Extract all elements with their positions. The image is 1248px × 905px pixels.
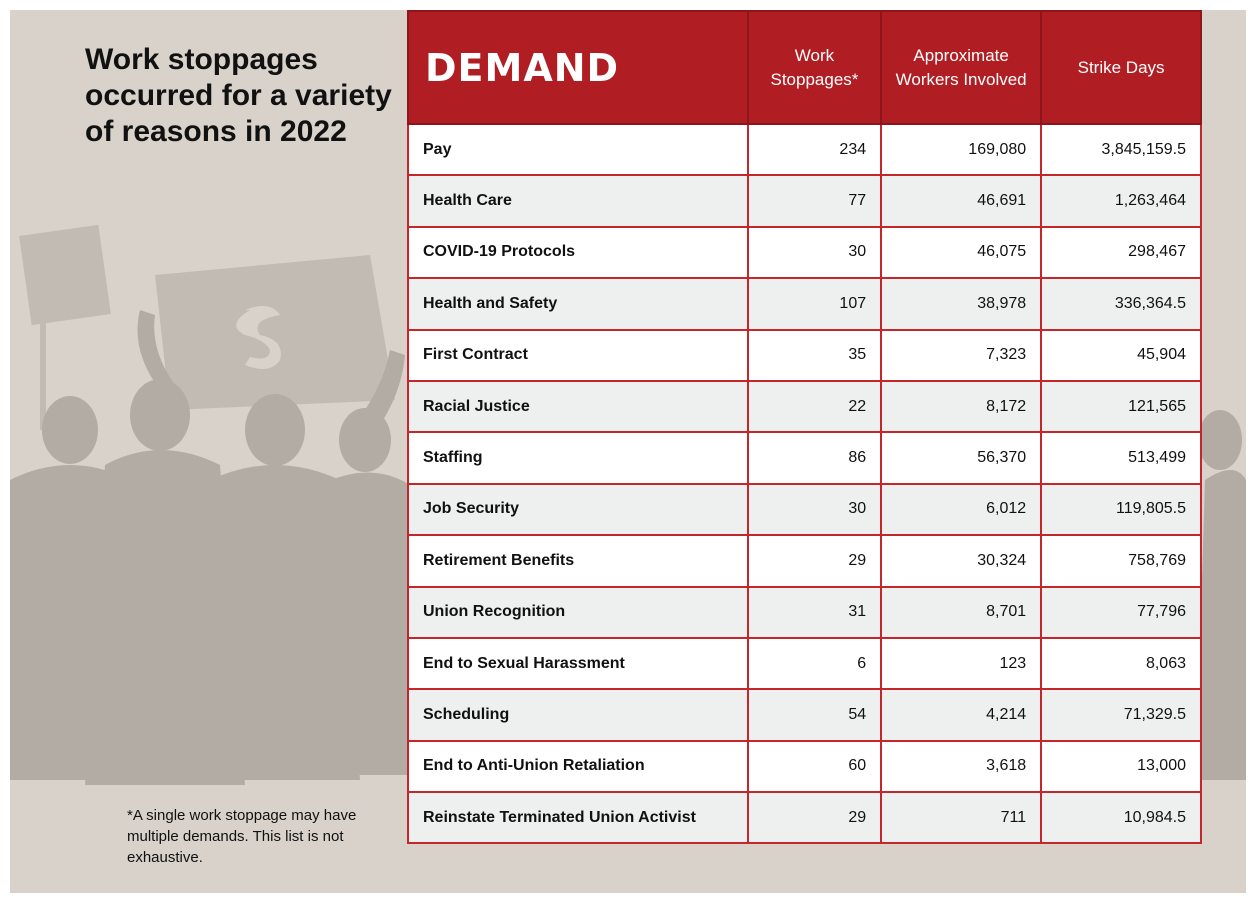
value-cell: 60 bbox=[746, 739, 883, 794]
demand-cell: Health Care bbox=[407, 174, 749, 228]
header-cell: Approximate Workers Involved bbox=[880, 10, 1043, 125]
value-cell: 30 bbox=[746, 225, 883, 280]
value-cell: 6,012 bbox=[880, 482, 1043, 537]
demand-cell: Staffing bbox=[407, 431, 749, 485]
value-cell: 4,214 bbox=[880, 688, 1043, 742]
demand-cell: Reinstate Terminated Union Activist bbox=[407, 791, 749, 845]
value-cell: 121,565 bbox=[1040, 379, 1202, 434]
value-cell: 1,263,464 bbox=[1040, 174, 1202, 228]
value-cell: 234 bbox=[746, 122, 883, 177]
value-cell: 8,063 bbox=[1040, 636, 1202, 691]
value-cell: 38,978 bbox=[880, 277, 1043, 331]
table-row: Staffing 86 56,370 513,499 bbox=[407, 431, 1202, 485]
value-cell: 29 bbox=[746, 791, 883, 845]
value-cell: 3,618 bbox=[880, 739, 1043, 794]
value-cell: 30,324 bbox=[880, 534, 1043, 588]
table-row: COVID-19 Protocols 30 46,075 298,467 bbox=[407, 225, 1202, 280]
value-cell: 30 bbox=[746, 482, 883, 537]
value-cell: 123 bbox=[880, 636, 1043, 691]
value-cell: 758,769 bbox=[1040, 534, 1202, 588]
table-row: Scheduling 54 4,214 71,329.5 bbox=[407, 688, 1202, 742]
demand-cell: First Contract bbox=[407, 328, 749, 382]
value-cell: 29 bbox=[746, 534, 883, 588]
value-cell: 336,364.5 bbox=[1040, 277, 1202, 331]
demand-cell: Health and Safety bbox=[407, 277, 749, 331]
value-cell: 35 bbox=[746, 328, 883, 382]
value-cell: 77,796 bbox=[1040, 585, 1202, 639]
table-row: Union Recognition 31 8,701 77,796 bbox=[407, 585, 1202, 639]
demand-cell: End to Anti-Union Retaliation bbox=[407, 739, 749, 794]
table-row: Health and Safety 107 38,978 336,364.5 bbox=[407, 277, 1202, 331]
demand-cell: Retirement Benefits bbox=[407, 534, 749, 588]
table-body: Pay 234 169,080 3,845,159.5 Health Care 77 46,… bbox=[407, 122, 1202, 845]
demand-cell: Job Security bbox=[407, 482, 749, 537]
value-cell: 711 bbox=[880, 791, 1043, 845]
demand-cell: COVID-19 Protocols bbox=[407, 225, 749, 280]
demand-cell: Scheduling bbox=[407, 688, 749, 742]
demands-table: DEMAND Work Stoppages* Approximate Workers… bbox=[407, 10, 1202, 845]
header-row: DEMAND Work Stoppages* Approximate Workers… bbox=[407, 10, 1202, 125]
value-cell: 169,080 bbox=[880, 122, 1043, 177]
value-cell: 8,172 bbox=[880, 379, 1043, 434]
header-cell: DEMAND bbox=[407, 10, 749, 125]
value-cell: 10,984.5 bbox=[1040, 791, 1202, 845]
value-cell: 3,845,159.5 bbox=[1040, 122, 1202, 177]
value-cell: 8,701 bbox=[880, 585, 1043, 639]
table-row: Reinstate Terminated Union Activist 29 711… bbox=[407, 791, 1202, 845]
value-cell: 513,499 bbox=[1040, 431, 1202, 485]
value-cell: 107 bbox=[746, 277, 883, 331]
infographic: Work stoppages occurred for a variety of… bbox=[10, 10, 1246, 893]
value-cell: 13,000 bbox=[1040, 739, 1202, 794]
table-row: End to Sexual Harassment 6 123 8,063 bbox=[407, 636, 1202, 691]
value-cell: 54 bbox=[746, 688, 883, 742]
table-row: First Contract 35 7,323 45,904 bbox=[407, 328, 1202, 382]
value-cell: 7,323 bbox=[880, 328, 1043, 382]
header-cell: Strike Days bbox=[1040, 10, 1202, 125]
value-cell: 56,370 bbox=[880, 431, 1043, 485]
value-cell: 31 bbox=[746, 585, 883, 639]
value-cell: 6 bbox=[746, 636, 883, 691]
demand-cell: Pay bbox=[407, 122, 749, 177]
title: Work stoppages occurred for a variety of… bbox=[85, 43, 392, 148]
table-row: Retirement Benefits 29 30,324 758,769 bbox=[407, 534, 1202, 588]
demand-cell: Union Recognition bbox=[407, 585, 749, 639]
value-cell: 46,075 bbox=[880, 225, 1043, 280]
value-cell: 22 bbox=[746, 379, 883, 434]
demand-cell: Racial Justice bbox=[407, 379, 749, 434]
value-cell: 86 bbox=[746, 431, 883, 485]
value-cell: 298,467 bbox=[1040, 225, 1202, 280]
value-cell: 119,805.5 bbox=[1040, 482, 1202, 537]
table-row: Job Security 30 6,012 119,805.5 bbox=[407, 482, 1202, 537]
table-row: Racial Justice 22 8,172 121,565 bbox=[407, 379, 1202, 434]
table-row: Pay 234 169,080 3,845,159.5 bbox=[407, 122, 1202, 177]
table-row: End to Anti-Union Retaliation 60 3,618 13,0… bbox=[407, 739, 1202, 794]
crowd-silhouette bbox=[10, 224, 1246, 785]
header-cell: Work Stoppages* bbox=[746, 10, 883, 125]
value-cell: 46,691 bbox=[880, 174, 1043, 228]
footnote: *A single work stoppage may have multipl… bbox=[127, 807, 357, 866]
demand-cell: End to Sexual Harassment bbox=[407, 636, 749, 691]
value-cell: 45,904 bbox=[1040, 328, 1202, 382]
table-row: Health Care 77 46,691 1,263,464 bbox=[407, 174, 1202, 228]
value-cell: 77 bbox=[746, 174, 883, 228]
value-cell: 71,329.5 bbox=[1040, 688, 1202, 742]
